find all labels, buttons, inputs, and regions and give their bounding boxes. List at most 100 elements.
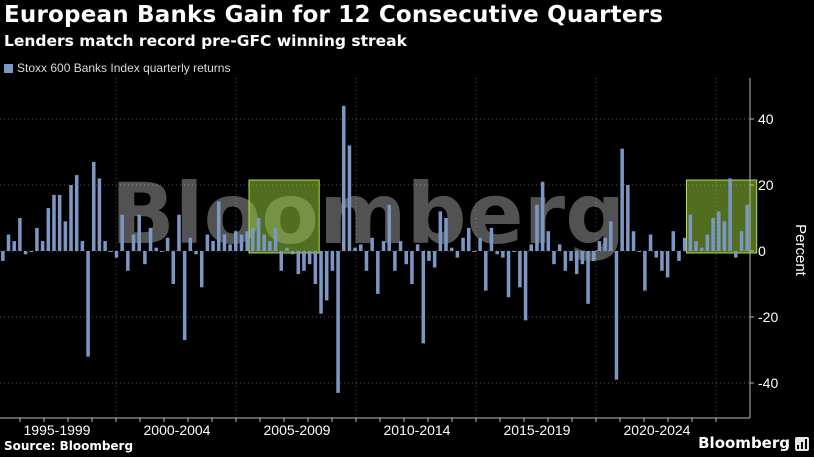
bar — [387, 204, 391, 251]
bar — [665, 251, 670, 278]
bar — [631, 231, 636, 251]
bar — [57, 194, 62, 251]
bar — [97, 178, 102, 251]
bar — [455, 251, 460, 258]
bar — [603, 237, 607, 251]
bar — [188, 237, 193, 251]
x-group-label: 2000-2004 — [144, 422, 211, 438]
bar — [671, 231, 676, 251]
legend-swatch — [4, 63, 13, 73]
bar — [495, 251, 499, 255]
bar — [1, 251, 5, 261]
bar — [177, 214, 181, 251]
bar — [114, 251, 119, 258]
bar — [120, 214, 124, 251]
bar — [319, 251, 323, 314]
bar — [591, 251, 596, 261]
bar — [444, 218, 448, 251]
bar — [109, 251, 113, 252]
y-tick-label: -20 — [758, 309, 778, 325]
bar — [251, 227, 255, 251]
bar — [80, 241, 85, 251]
bar — [518, 251, 522, 288]
bar — [205, 234, 210, 251]
bar — [449, 247, 454, 251]
bar — [302, 251, 306, 271]
bar — [546, 231, 551, 251]
bar — [63, 221, 68, 251]
bar — [682, 237, 687, 251]
bar — [194, 251, 198, 255]
bar — [512, 251, 516, 252]
bar — [705, 234, 710, 251]
bar — [506, 251, 511, 298]
bar — [699, 247, 704, 251]
bar-layer — [1, 105, 749, 393]
bar — [131, 234, 136, 251]
bar — [586, 251, 590, 304]
bar — [637, 251, 641, 252]
bar — [307, 251, 312, 265]
bar — [677, 251, 681, 261]
highlight-box — [248, 179, 320, 254]
bar — [438, 211, 443, 251]
bar — [143, 251, 147, 265]
bar — [574, 251, 579, 275]
bar — [393, 251, 397, 271]
bar — [523, 251, 528, 321]
y-tick-label: -40 — [758, 375, 778, 391]
bar — [694, 241, 698, 251]
bar — [734, 251, 738, 258]
bar — [199, 251, 204, 288]
bar — [91, 161, 96, 251]
y-tick-label: 40 — [758, 111, 774, 127]
bar — [626, 185, 630, 251]
bar — [347, 145, 352, 251]
x-group-label: 2020-2024 — [624, 422, 691, 438]
bar — [398, 241, 403, 251]
bar — [46, 208, 51, 251]
bar — [381, 241, 386, 251]
bar — [336, 251, 340, 393]
bar — [716, 211, 721, 251]
bar — [148, 227, 153, 251]
bar — [35, 227, 39, 251]
bar — [484, 251, 488, 291]
bar — [364, 251, 369, 271]
y-tick-label: 20 — [758, 177, 774, 193]
bar — [654, 251, 659, 258]
axis-layer: 40 20 0 -20 -40 Percent 1995-1999 2000-2004 2005… — [0, 78, 809, 438]
bar — [472, 251, 477, 252]
bar — [466, 227, 471, 251]
bar — [580, 251, 585, 265]
bar — [529, 244, 534, 251]
bar — [609, 221, 613, 251]
bar — [313, 251, 318, 284]
bar — [40, 241, 45, 251]
chart-title: European Banks Gain for 12 Consecutive Q… — [4, 2, 664, 28]
bar — [245, 231, 249, 251]
bar — [552, 251, 556, 265]
bar — [165, 237, 170, 251]
x-group-label: 2010-2014 — [384, 422, 451, 438]
bar — [18, 218, 22, 251]
bar — [234, 231, 238, 251]
bar — [160, 251, 164, 252]
bar — [268, 241, 272, 251]
bar — [501, 251, 505, 258]
x-group-label: 2015-2019 — [504, 422, 571, 438]
chart-legend: Stoxx 600 Banks Index quarterly returns — [4, 61, 230, 75]
bar — [421, 251, 426, 344]
bar — [182, 251, 187, 341]
bar — [648, 234, 653, 251]
bar — [211, 241, 215, 251]
watermark: Bloomberg — [111, 165, 625, 263]
bar — [12, 241, 16, 251]
grid-layer — [0, 78, 750, 418]
bar — [410, 251, 414, 284]
highlight-box — [686, 179, 758, 254]
bar — [69, 185, 73, 251]
bar — [353, 247, 357, 251]
bar — [228, 244, 232, 251]
